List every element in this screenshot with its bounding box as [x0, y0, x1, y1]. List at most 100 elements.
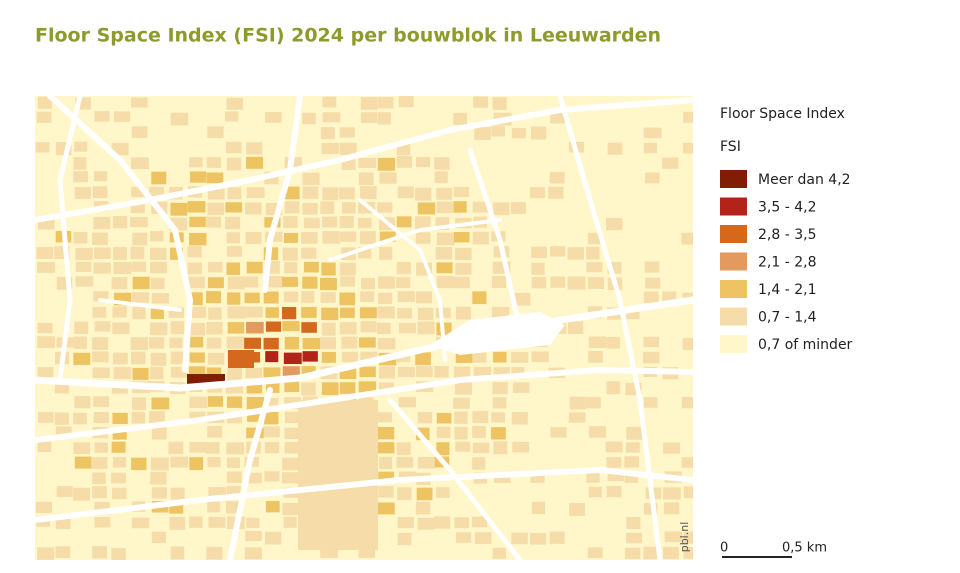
building-block: [284, 442, 302, 454]
building-block: [112, 487, 127, 500]
scale-end: 0,5 km: [782, 541, 827, 556]
building-block: [187, 201, 206, 213]
building-block: [265, 111, 282, 123]
building-block: [245, 367, 263, 379]
building-block: [37, 441, 52, 452]
building-block: [339, 216, 354, 228]
building-block: [54, 412, 69, 425]
building-block: [379, 231, 396, 242]
building-block: [130, 337, 149, 351]
building-block: [74, 456, 92, 469]
building-block: [55, 546, 71, 558]
building-block: [283, 291, 299, 303]
building-block: [37, 412, 54, 423]
building-block: [93, 412, 109, 424]
building-block: [396, 456, 414, 468]
building-block: [683, 486, 693, 499]
building-block: [417, 457, 436, 469]
building-block: [681, 396, 693, 409]
building-block: [73, 352, 91, 365]
building-block: [588, 336, 606, 348]
building-block: [74, 396, 91, 409]
building-block: [492, 97, 507, 110]
building-block: [624, 547, 641, 560]
building-block: [361, 277, 375, 290]
building-block: [226, 471, 242, 483]
building-block: [607, 262, 622, 274]
building-block: [436, 442, 450, 456]
building-block: [530, 532, 546, 545]
building-block: [283, 352, 302, 365]
building-block: [35, 501, 52, 513]
building-block: [92, 472, 106, 485]
building-block: [56, 486, 73, 498]
building-block: [492, 382, 508, 395]
building-block: [282, 306, 297, 320]
building-block: [358, 546, 376, 558]
building-block: [473, 96, 489, 108]
building-block: [74, 321, 89, 335]
building-block: [625, 442, 640, 453]
building-block: [531, 262, 545, 275]
building-block: [151, 487, 168, 499]
building-block: [37, 322, 53, 334]
building-block: [150, 322, 168, 336]
legend-label: 3,5 - 4,2: [758, 200, 816, 216]
building-block: [321, 142, 340, 154]
building-block: [246, 397, 264, 410]
building-block: [453, 276, 470, 289]
road: [387, 397, 523, 560]
building-block: [93, 216, 111, 230]
building-block: [113, 111, 131, 122]
building-block: [341, 202, 356, 214]
building-block: [339, 187, 355, 200]
building-block: [377, 337, 396, 350]
building-block: [244, 306, 263, 318]
building-block: [131, 261, 147, 272]
building-block: [282, 247, 298, 261]
building-block: [111, 441, 126, 453]
building-block: [606, 381, 621, 395]
building-block: [512, 441, 530, 453]
building-block: [168, 441, 184, 455]
building-block: [131, 457, 147, 471]
building-block: [227, 396, 243, 408]
building-block: [436, 232, 455, 246]
building-block: [663, 502, 680, 515]
road: [262, 96, 303, 293]
building-block: [359, 231, 376, 244]
building-block: [435, 247, 453, 260]
building-block: [397, 366, 416, 378]
building-block: [378, 486, 394, 498]
building-block: [340, 231, 357, 242]
building-block: [435, 307, 451, 319]
building-block: [398, 397, 416, 408]
building-block: [226, 412, 242, 424]
building-block: [491, 412, 505, 423]
building-block: [360, 112, 378, 123]
building-block: [74, 141, 88, 152]
building-block: [606, 486, 622, 498]
building-block: [454, 411, 468, 424]
building-block: [493, 351, 507, 363]
building-block: [207, 202, 225, 216]
building-block: [149, 366, 164, 380]
building-block: [168, 307, 184, 318]
building-block: [187, 246, 202, 258]
building-block: [607, 142, 623, 155]
building-block: [92, 232, 108, 245]
building-block: [207, 426, 223, 438]
building-block: [73, 171, 88, 183]
building-block: [396, 156, 412, 168]
building-block: [130, 246, 145, 260]
road: [57, 96, 83, 383]
road: [35, 97, 693, 223]
building-block: [265, 351, 279, 363]
building-block: [531, 501, 546, 515]
building-block: [246, 472, 262, 484]
building-block: [663, 546, 679, 560]
building-block: [283, 216, 298, 229]
building-block: [378, 471, 394, 483]
building-block: [92, 486, 107, 499]
building-block: [189, 216, 206, 227]
